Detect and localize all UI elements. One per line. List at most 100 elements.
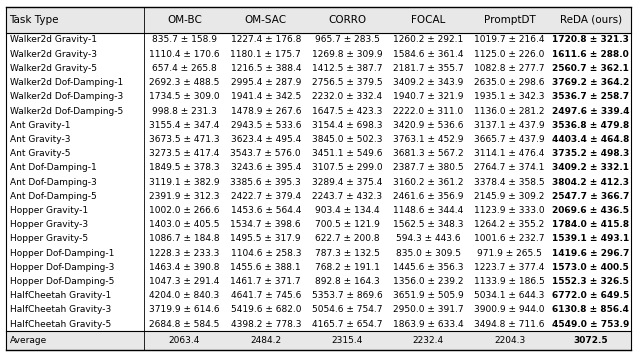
Text: 4403.4 ± 464.8: 4403.4 ± 464.8 (552, 135, 630, 144)
Text: 5419.6 ± 682.0: 5419.6 ± 682.0 (230, 306, 301, 315)
Text: 1082.8 ± 277.7: 1082.8 ± 277.7 (474, 64, 545, 73)
Text: 1784.0 ± 415.8: 1784.0 ± 415.8 (552, 220, 629, 229)
Text: 3769.2 ± 364.2: 3769.2 ± 364.2 (552, 78, 629, 87)
Text: 3137.1 ± 437.9: 3137.1 ± 437.9 (474, 121, 545, 130)
Text: 1412.5 ± 387.7: 1412.5 ± 387.7 (312, 64, 382, 73)
Text: 1584.6 ± 361.4: 1584.6 ± 361.4 (393, 50, 463, 59)
Text: 1849.5 ± 378.3: 1849.5 ± 378.3 (149, 164, 220, 172)
Text: 3673.5 ± 471.3: 3673.5 ± 471.3 (149, 135, 220, 144)
Text: 1534.7 ± 398.6: 1534.7 ± 398.6 (230, 220, 301, 229)
Text: 1180.1 ± 175.7: 1180.1 ± 175.7 (230, 50, 301, 59)
Text: 1269.8 ± 309.9: 1269.8 ± 309.9 (312, 50, 382, 59)
Text: 1463.4 ± 390.8: 1463.4 ± 390.8 (149, 263, 220, 272)
Bar (6, 331, 632, 350)
Text: 700.5 ± 121.9: 700.5 ± 121.9 (315, 220, 380, 229)
Text: 2484.2: 2484.2 (250, 336, 282, 345)
Text: 1935.1 ± 342.3: 1935.1 ± 342.3 (474, 92, 545, 101)
Text: 2204.3: 2204.3 (494, 336, 525, 345)
Text: 1941.4 ± 342.5: 1941.4 ± 342.5 (230, 92, 301, 101)
Text: 787.3 ± 132.5: 787.3 ± 132.5 (315, 248, 380, 258)
Text: 3155.4 ± 347.4: 3155.4 ± 347.4 (149, 121, 220, 130)
Text: 1223.7 ± 377.4: 1223.7 ± 377.4 (474, 263, 545, 272)
Text: Hopper Gravity-5: Hopper Gravity-5 (10, 235, 88, 243)
Text: 1086.7 ± 184.8: 1086.7 ± 184.8 (149, 235, 220, 243)
Text: 1260.2 ± 292.1: 1260.2 ± 292.1 (393, 35, 463, 45)
Text: 835.0 ± 309.5: 835.0 ± 309.5 (396, 248, 461, 258)
Text: 3107.5 ± 299.0: 3107.5 ± 299.0 (312, 164, 382, 172)
Text: 4549.0 ± 753.9: 4549.0 ± 753.9 (552, 320, 630, 329)
Text: 1720.8 ± 321.3: 1720.8 ± 321.3 (552, 35, 629, 45)
Text: 1002.0 ± 266.6: 1002.0 ± 266.6 (149, 206, 220, 215)
Text: Walker2d Dof-Damping-1: Walker2d Dof-Damping-1 (10, 78, 123, 87)
Text: Ant Gravity-3: Ant Gravity-3 (10, 135, 70, 144)
Text: ReDA (ours): ReDA (ours) (560, 15, 622, 25)
Text: Hopper Dof-Damping-5: Hopper Dof-Damping-5 (10, 277, 114, 286)
Text: 2692.3 ± 488.5: 2692.3 ± 488.5 (149, 78, 220, 87)
Text: Average: Average (10, 336, 47, 345)
Text: HalfCheetah Gravity-3: HalfCheetah Gravity-3 (10, 306, 111, 315)
Text: 971.9 ± 265.5: 971.9 ± 265.5 (477, 248, 542, 258)
Text: 3845.0 ± 502.3: 3845.0 ± 502.3 (312, 135, 382, 144)
Text: FOCAL: FOCAL (411, 15, 445, 25)
Text: 1453.6 ± 564.4: 1453.6 ± 564.4 (230, 206, 301, 215)
Text: Walker2d Gravity-5: Walker2d Gravity-5 (10, 64, 97, 73)
Text: 1478.9 ± 267.6: 1478.9 ± 267.6 (230, 106, 301, 116)
Text: Walker2d Gravity-3: Walker2d Gravity-3 (10, 50, 97, 59)
Text: 3451.1 ± 549.6: 3451.1 ± 549.6 (312, 149, 382, 158)
Text: 2063.4: 2063.4 (169, 336, 200, 345)
Text: 2232.0 ± 332.4: 2232.0 ± 332.4 (312, 92, 382, 101)
Text: 3719.9 ± 614.6: 3719.9 ± 614.6 (149, 306, 220, 315)
Text: 657.4 ± 265.8: 657.4 ± 265.8 (152, 64, 217, 73)
Text: 3160.2 ± 361.2: 3160.2 ± 361.2 (393, 177, 463, 187)
Text: 2222.0 ± 311.0: 2222.0 ± 311.0 (393, 106, 463, 116)
Text: Hopper Gravity-3: Hopper Gravity-3 (10, 220, 88, 229)
Text: 1019.7 ± 216.4: 1019.7 ± 216.4 (474, 35, 545, 45)
Text: 1001.6 ± 232.7: 1001.6 ± 232.7 (474, 235, 545, 243)
Text: 2243.7 ± 432.3: 2243.7 ± 432.3 (312, 192, 382, 201)
Text: Ant Gravity-5: Ant Gravity-5 (10, 149, 70, 158)
Text: 1136.0 ± 281.2: 1136.0 ± 281.2 (474, 106, 545, 116)
Text: Ant Dof-Damping-3: Ant Dof-Damping-3 (10, 177, 96, 187)
Text: 1552.3 ± 326.5: 1552.3 ± 326.5 (552, 277, 629, 286)
Text: 4641.7 ± 745.6: 4641.7 ± 745.6 (230, 291, 301, 300)
Text: 622.7 ± 200.8: 622.7 ± 200.8 (315, 235, 380, 243)
Text: 594.3 ± 443.6: 594.3 ± 443.6 (396, 235, 461, 243)
Text: 1419.6 ± 296.7: 1419.6 ± 296.7 (552, 248, 630, 258)
Text: 835.7 ± 158.9: 835.7 ± 158.9 (152, 35, 217, 45)
Text: 1216.5 ± 388.4: 1216.5 ± 388.4 (230, 64, 301, 73)
Text: Walker2d Dof-Damping-5: Walker2d Dof-Damping-5 (10, 106, 123, 116)
Text: Hopper Dof-Damping-1: Hopper Dof-Damping-1 (10, 248, 114, 258)
Text: 2387.7 ± 380.5: 2387.7 ± 380.5 (393, 164, 463, 172)
Text: 998.8 ± 231.3: 998.8 ± 231.3 (152, 106, 217, 116)
Text: 3273.5 ± 417.4: 3273.5 ± 417.4 (149, 149, 220, 158)
Text: 5353.7 ± 869.6: 5353.7 ± 869.6 (312, 291, 383, 300)
Text: 903.4 ± 134.4: 903.4 ± 134.4 (315, 206, 380, 215)
Text: 4204.0 ± 840.3: 4204.0 ± 840.3 (149, 291, 220, 300)
Text: 1940.7 ± 321.9: 1940.7 ± 321.9 (393, 92, 463, 101)
Text: Ant Gravity-1: Ant Gravity-1 (10, 121, 70, 130)
Text: 1573.0 ± 400.5: 1573.0 ± 400.5 (552, 263, 629, 272)
Text: 1863.9 ± 633.4: 1863.9 ± 633.4 (393, 320, 463, 329)
Text: 1104.6 ± 258.3: 1104.6 ± 258.3 (230, 248, 301, 258)
Text: 3543.7 ± 576.0: 3543.7 ± 576.0 (230, 149, 301, 158)
Text: 3385.6 ± 395.3: 3385.6 ± 395.3 (230, 177, 301, 187)
Text: 1495.5 ± 317.9: 1495.5 ± 317.9 (230, 235, 301, 243)
Text: 3409.2 ± 343.9: 3409.2 ± 343.9 (393, 78, 463, 87)
Text: 1647.5 ± 423.3: 1647.5 ± 423.3 (312, 106, 382, 116)
Text: 2069.6 ± 436.5: 2069.6 ± 436.5 (552, 206, 629, 215)
Text: Walker2d Gravity-1: Walker2d Gravity-1 (10, 35, 97, 45)
Text: 2560.7 ± 362.1: 2560.7 ± 362.1 (552, 64, 629, 73)
Text: 1123.9 ± 333.0: 1123.9 ± 333.0 (474, 206, 545, 215)
Text: 2950.0 ± 391.7: 2950.0 ± 391.7 (393, 306, 463, 315)
Text: 2232.4: 2232.4 (413, 336, 444, 345)
Text: 1133.9 ± 186.5: 1133.9 ± 186.5 (474, 277, 545, 286)
Text: 2315.4: 2315.4 (332, 336, 363, 345)
Text: 2422.7 ± 379.4: 2422.7 ± 379.4 (230, 192, 301, 201)
Text: 3623.4 ± 495.4: 3623.4 ± 495.4 (230, 135, 301, 144)
Text: Walker2d Dof-Damping-3: Walker2d Dof-Damping-3 (10, 92, 123, 101)
Text: 1227.4 ± 176.8: 1227.4 ± 176.8 (230, 35, 301, 45)
Text: Hopper Gravity-1: Hopper Gravity-1 (10, 206, 88, 215)
Text: 1264.2 ± 355.2: 1264.2 ± 355.2 (474, 220, 545, 229)
Text: 1461.7 ± 371.7: 1461.7 ± 371.7 (230, 277, 301, 286)
Text: Ant Dof-Damping-5: Ant Dof-Damping-5 (10, 192, 96, 201)
